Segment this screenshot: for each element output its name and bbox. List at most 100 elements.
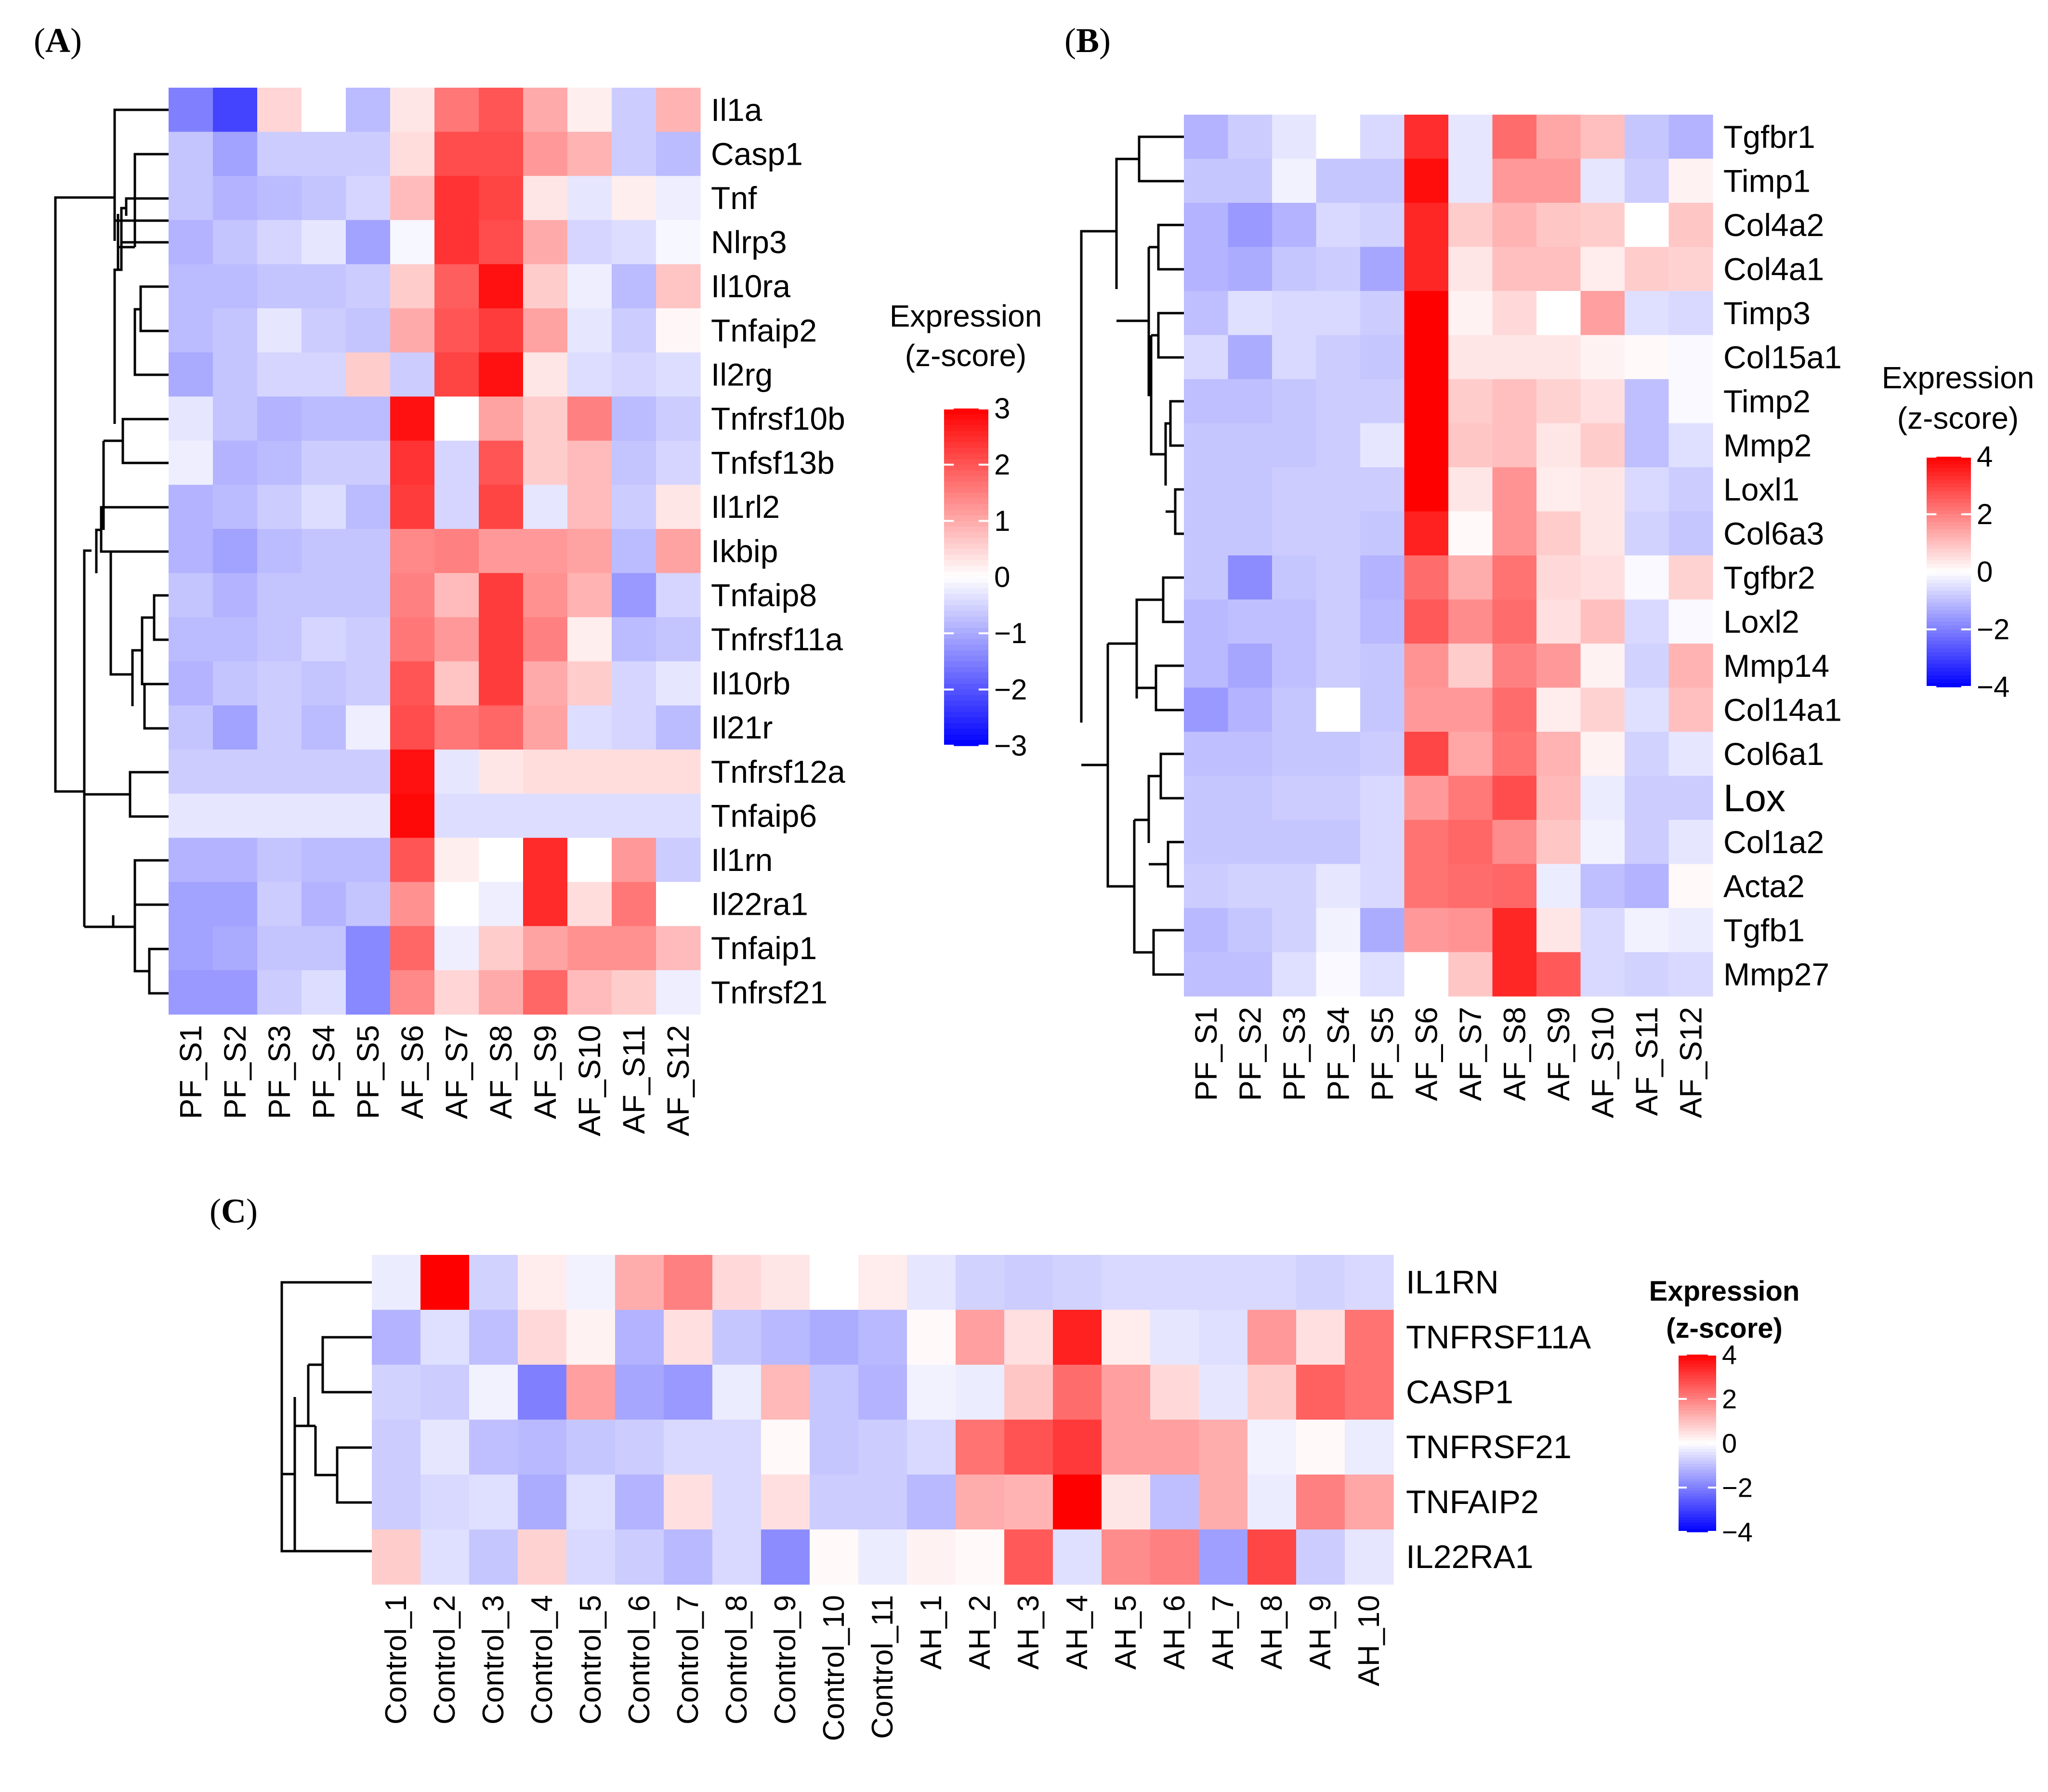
panel-c-cell-r1-c17 (1199, 1310, 1248, 1365)
panel-c-cell-r0-c14 (1053, 1255, 1102, 1310)
panel-b-cell-r10-c4 (1360, 555, 1405, 600)
panel-b-cell-r3-c3 (1316, 247, 1361, 291)
panel-a-cell-r18-c6 (434, 882, 479, 926)
panel-a-cell-r7-c2 (257, 396, 302, 441)
panel-a-colorbar-step (944, 667, 988, 673)
panel-b-cell-r14-c7 (1492, 732, 1537, 777)
panel-b-cell-r6-c9 (1580, 379, 1625, 424)
panel-a-row-dendrogram (54, 108, 169, 995)
panel-a-cell-r16-c1 (213, 793, 258, 838)
panel-a-cell-r1-c6 (434, 132, 479, 176)
panel-a-cell-r6-c4 (346, 352, 391, 397)
panel-b-cell-r3-c8 (1536, 247, 1581, 291)
panel-b-colorbar-step (1927, 533, 1971, 538)
panel-c-cell-r5-c9 (810, 1529, 859, 1585)
panel-a-row-label: Ikbip (711, 533, 778, 569)
panel-a-cell-r4-c5 (390, 264, 435, 309)
panel-a-cell-r9-c10 (612, 485, 656, 529)
panel-c-cell-r2-c12 (956, 1365, 1005, 1420)
panel-a-cell-r11-c5 (390, 573, 435, 618)
panel-b-cell-r10-c7 (1492, 555, 1537, 600)
panel-b-cell-r19-c0 (1184, 952, 1229, 997)
panel-b-cell-r7-c4 (1360, 423, 1405, 468)
panel-b-cell-r4-c4 (1360, 291, 1405, 336)
panel-a-col-label: AF_S8 (484, 1025, 518, 1120)
panel-b-colorbar-step (1927, 598, 1971, 603)
panel-a-cell-r15-c1 (213, 750, 258, 794)
panel-a-cell-r7-c0 (169, 396, 213, 441)
panel-a-cell-r17-c10 (612, 838, 656, 883)
panel-a-cell-r12-c3 (302, 617, 346, 662)
panel-b-cell-r18-c5 (1404, 908, 1449, 953)
panel-c-col-label: Control_2 (428, 1595, 461, 1725)
panel-a-cell-r13-c1 (213, 661, 258, 706)
panel-c-colorbar-step (1679, 1478, 1716, 1482)
panel-b-cell-r18-c6 (1448, 908, 1493, 953)
panel-a-cell-r5-c6 (434, 308, 479, 353)
panel-a-cell-r20-c7 (479, 970, 524, 1015)
panel-a-cell-r14-c5 (390, 705, 435, 750)
panel-b-colorbar-step (1927, 618, 1971, 622)
panel-a-cell-r7-c1 (213, 396, 258, 441)
panel-b-cell-r17-c7 (1492, 864, 1537, 909)
panel-b-colorbar-step (1927, 526, 1971, 530)
panel-c-cell-r4-c9 (810, 1475, 859, 1530)
panel-a-cell-r8-c3 (302, 440, 346, 485)
panel-b-cell-r2-c8 (1536, 203, 1581, 248)
panel-c-cell-r2-c10 (858, 1365, 907, 1420)
panel-b-cell-r15-c3 (1316, 776, 1361, 820)
panel-a-colorbar-step (944, 599, 988, 606)
panel-b-cell-r15-c10 (1625, 776, 1669, 820)
panel-a-cell-r6-c3 (302, 352, 346, 397)
panel-c-col-label: Control_4 (525, 1595, 559, 1725)
panel-a-cell-r14-c10 (612, 705, 656, 750)
panel-c-row-dendrogram (280, 1281, 372, 1553)
panel-b-cell-r3-c4 (1360, 247, 1405, 291)
panel-a-colorbar-step (944, 582, 988, 589)
panel-c-cell-r4-c4 (566, 1475, 616, 1530)
panel-a-cell-r0-c2 (257, 88, 302, 132)
panel-a-cell-r10-c6 (434, 529, 479, 574)
panel-b-cell-r11-c2 (1272, 599, 1317, 644)
panel-c-legend-title: Expression (1649, 1276, 1800, 1307)
panel-c-cell-r0-c12 (956, 1255, 1005, 1310)
panel-a-cell-r12-c11 (656, 617, 701, 662)
panel-b-cell-r12-c7 (1492, 644, 1537, 688)
panel-b-cell-r11-c3 (1316, 599, 1361, 644)
panel-c-cell-r3-c6 (664, 1420, 713, 1475)
panel-c-colorbar-step (1679, 1390, 1716, 1394)
panel-c-cell-r4-c12 (956, 1475, 1005, 1530)
panel-a-cell-r14-c8 (523, 705, 568, 750)
panel-c-cell-r1-c10 (858, 1310, 907, 1365)
panel-a-cell-r7-c6 (434, 396, 479, 441)
panel-b-colorbar-step (1927, 510, 1971, 515)
panel-c-colorbar-step (1679, 1511, 1716, 1515)
panel-b-colorbar-step (1927, 491, 1971, 496)
panel-a-cell-r16-c2 (257, 793, 302, 838)
panel-a-cell-r6-c7 (479, 352, 524, 397)
panel-a-cell-r8-c7 (479, 440, 524, 485)
panel-a-row-label: Tnfaip8 (711, 577, 817, 613)
panel-c-colorbar-step (1679, 1490, 1716, 1494)
panel-a-colorbar-step (944, 740, 988, 746)
panel-b-cell-r8-c1 (1228, 467, 1273, 512)
panel-b-cell-r0-c6 (1448, 115, 1493, 159)
panel-b-cell-r11-c10 (1625, 599, 1669, 644)
panel-a-cell-r20-c8 (523, 970, 568, 1015)
panel-c-cell-r3-c13 (1004, 1420, 1053, 1475)
panel-a-cell-r1-c7 (479, 132, 524, 176)
panel-a-cell-r18-c3 (302, 882, 346, 926)
panel-b-colorbar-step (1927, 602, 1971, 607)
panel-b-cell-r18-c8 (1536, 908, 1581, 953)
panel-b-row-label: Col4a1 (1723, 251, 1824, 287)
panel-b-cell-r6-c3 (1316, 379, 1361, 424)
panel-c-cell-r0-c16 (1150, 1255, 1199, 1310)
panel-c-row-label: IL22RA1 (1406, 1539, 1534, 1575)
panel-c-colorbar-step (1679, 1520, 1716, 1524)
panel-c-cell-r5-c0 (372, 1529, 421, 1585)
panel-c-row-label: TNFAIP2 (1406, 1484, 1539, 1520)
panel-c-col-label: AH_9 (1304, 1595, 1337, 1670)
panel-c-cell-r5-c5 (615, 1529, 664, 1585)
panel-b-colorbar-step (1927, 575, 1971, 580)
panel-a-cell-r0-c10 (612, 88, 656, 132)
